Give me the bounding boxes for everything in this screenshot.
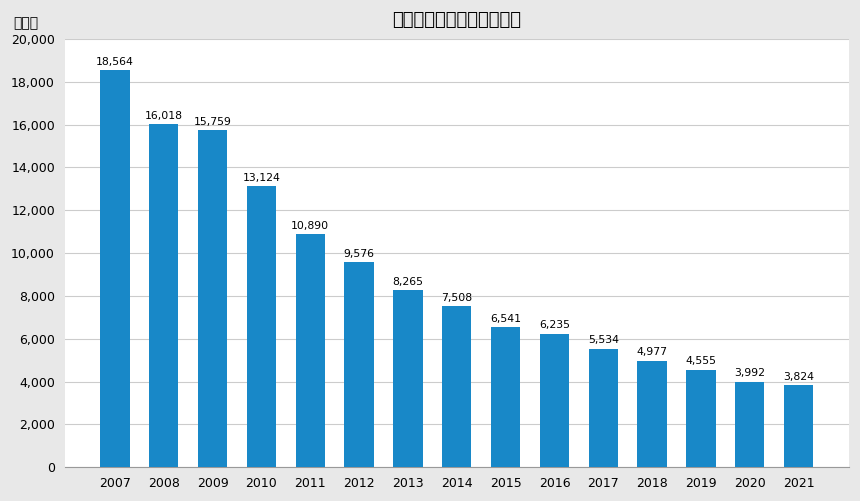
Title: 全国のホームレス人数推移: 全国のホームレス人数推移 bbox=[392, 11, 521, 29]
Text: 8,265: 8,265 bbox=[392, 277, 423, 287]
Bar bbox=[491, 327, 520, 467]
Bar bbox=[735, 382, 765, 467]
Text: （人）: （人） bbox=[14, 17, 39, 31]
Text: 4,555: 4,555 bbox=[685, 356, 716, 366]
Text: 6,541: 6,541 bbox=[490, 314, 521, 324]
Text: 6,235: 6,235 bbox=[539, 321, 570, 331]
Bar bbox=[393, 290, 422, 467]
Text: 3,824: 3,824 bbox=[783, 372, 814, 382]
Bar bbox=[784, 385, 814, 467]
Text: 5,534: 5,534 bbox=[587, 336, 619, 346]
Text: 16,018: 16,018 bbox=[144, 111, 183, 121]
Text: 4,977: 4,977 bbox=[636, 347, 667, 357]
Bar bbox=[101, 70, 130, 467]
Bar bbox=[637, 361, 666, 467]
Text: 3,992: 3,992 bbox=[734, 369, 765, 378]
Bar bbox=[247, 186, 276, 467]
Text: 10,890: 10,890 bbox=[292, 221, 329, 231]
Text: 7,508: 7,508 bbox=[441, 293, 472, 303]
Bar bbox=[345, 262, 374, 467]
Bar bbox=[686, 370, 716, 467]
Bar bbox=[198, 130, 227, 467]
Text: 15,759: 15,759 bbox=[194, 117, 231, 127]
Bar bbox=[442, 307, 471, 467]
Text: 13,124: 13,124 bbox=[243, 173, 280, 183]
Bar bbox=[588, 349, 618, 467]
Bar bbox=[540, 334, 569, 467]
Bar bbox=[149, 124, 179, 467]
Bar bbox=[296, 234, 325, 467]
Text: 18,564: 18,564 bbox=[96, 57, 134, 67]
Text: 9,576: 9,576 bbox=[344, 249, 375, 259]
